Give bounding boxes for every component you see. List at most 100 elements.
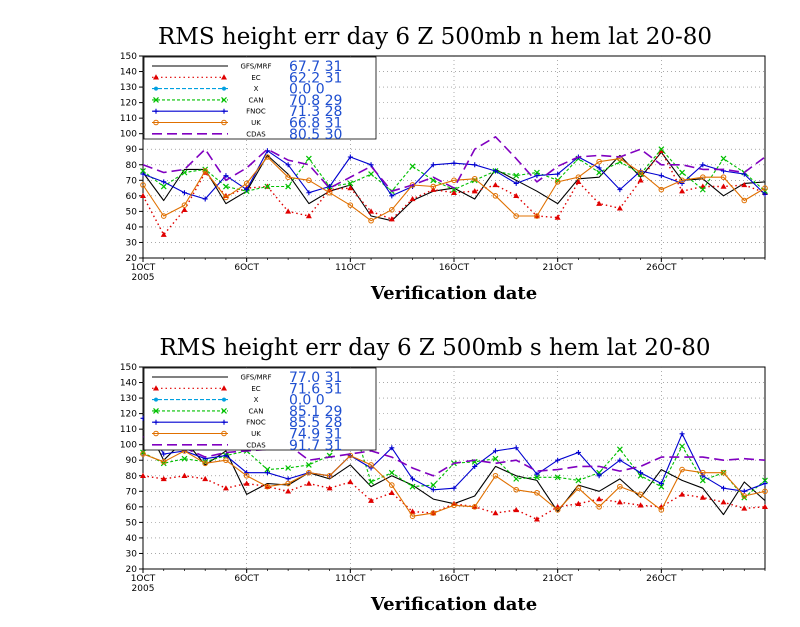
data-point-x xyxy=(305,155,312,162)
data-point-circle xyxy=(451,502,457,509)
data-point-plus xyxy=(679,180,685,186)
legend-label: GFS/MRF xyxy=(240,374,271,382)
data-point-plus xyxy=(153,419,159,425)
data-point-triangle xyxy=(492,510,499,516)
data-point-circle xyxy=(492,472,499,479)
x-tick-label: 16OCT xyxy=(439,574,470,584)
data-point-x xyxy=(285,465,292,471)
y-tick-label: 100 xyxy=(120,130,137,140)
data-point-plus xyxy=(202,196,208,202)
data-point-plus xyxy=(306,190,312,196)
data-point-x xyxy=(264,466,271,473)
data-point-circle xyxy=(596,504,602,510)
data-point-x xyxy=(160,183,167,190)
data-point-plus xyxy=(721,485,727,491)
data-point-x xyxy=(221,407,227,414)
data-point-circle xyxy=(679,466,685,473)
data-point-circle xyxy=(326,472,333,479)
legend-value: 70.8 29 xyxy=(289,93,342,109)
data-point-triangle xyxy=(202,475,209,482)
data-point-circle xyxy=(140,451,146,457)
data-point-plus xyxy=(617,457,623,463)
data-point-circle xyxy=(389,482,395,488)
data-point-plus xyxy=(472,162,478,168)
data-point-triangle xyxy=(222,485,229,491)
data-point-circle xyxy=(575,485,582,492)
data-point-triangle xyxy=(388,216,395,222)
data-point-triangle xyxy=(596,200,603,206)
data-point-triangle xyxy=(305,213,312,219)
data-point-triangle xyxy=(720,499,727,505)
legend-value: 74.9 31 xyxy=(289,427,342,443)
data-point-triangle xyxy=(533,516,540,522)
legend-label: GFS/MRF xyxy=(240,63,271,71)
series-line xyxy=(142,432,766,477)
y-tick-label: 110 xyxy=(120,425,137,435)
data-point-triangle xyxy=(762,503,768,510)
data-point-triangle xyxy=(409,508,416,514)
data-point-triangle xyxy=(181,206,188,213)
y-tick-label: 80 xyxy=(126,472,138,482)
data-point-triangle xyxy=(575,500,582,506)
y-tick-label: 50 xyxy=(126,518,138,528)
legend-label: CDAS xyxy=(246,441,266,449)
data-point-plus xyxy=(555,171,561,177)
data-point-x xyxy=(616,446,623,453)
data-point-plus xyxy=(347,154,353,160)
data-point-circle xyxy=(596,158,602,165)
data-point-plus xyxy=(658,481,664,487)
data-point-plus xyxy=(534,471,540,477)
data-point-plus xyxy=(492,168,498,174)
y-tick-label: 90 xyxy=(126,456,138,466)
data-point-plus xyxy=(327,184,333,190)
data-point-plus xyxy=(741,488,747,494)
data-point-circle xyxy=(451,177,457,184)
y-tick-label: 30 xyxy=(126,549,138,559)
data-point-circle xyxy=(720,469,727,476)
data-point-circle xyxy=(181,202,188,208)
data-point-triangle xyxy=(451,189,457,195)
data-point-x xyxy=(409,483,416,490)
data-point-triangle xyxy=(181,472,188,478)
data-point-circle xyxy=(223,457,229,464)
legend-label: CAN xyxy=(249,407,264,415)
data-point-plus xyxy=(430,487,436,493)
data-point-plus xyxy=(244,470,250,476)
y-tick-label: 40 xyxy=(126,534,138,544)
data-point-plus xyxy=(451,160,457,166)
data-point-circle xyxy=(513,213,520,219)
data-point-x xyxy=(347,180,354,187)
data-point-plus xyxy=(389,445,395,451)
series-cdas xyxy=(142,136,766,192)
data-point-plus xyxy=(264,470,270,476)
data-point-triangle xyxy=(513,192,520,199)
data-point-plus xyxy=(679,431,685,437)
data-point-circle xyxy=(202,460,208,467)
y-tick-label: 130 xyxy=(120,83,137,93)
data-point-triangle xyxy=(160,231,167,237)
data-point-circle xyxy=(221,119,227,126)
data-point-x xyxy=(221,96,227,103)
data-point-x xyxy=(264,183,271,190)
data-point-circle xyxy=(741,493,748,499)
data-point-dot xyxy=(222,397,226,402)
data-point-circle xyxy=(700,174,706,180)
legend-label: CAN xyxy=(249,96,264,104)
data-point-circle xyxy=(160,213,167,219)
data-point-x xyxy=(720,155,727,162)
data-point-circle xyxy=(637,491,644,498)
data-point-triangle xyxy=(368,208,375,214)
data-point-plus xyxy=(472,463,478,469)
data-point-x xyxy=(534,474,540,481)
legend-label: EC xyxy=(251,74,260,82)
data-point-plus xyxy=(223,453,229,459)
data-point-plus xyxy=(596,473,602,479)
data-point-plus xyxy=(368,162,374,168)
data-point-triangle xyxy=(492,181,499,188)
data-point-circle xyxy=(762,488,768,495)
legend-label: FNOC xyxy=(246,419,266,427)
series-ec xyxy=(140,472,768,522)
data-point-triangle xyxy=(720,183,727,189)
data-point-x xyxy=(575,477,582,484)
legend-value: 0.0 0 xyxy=(289,82,325,98)
